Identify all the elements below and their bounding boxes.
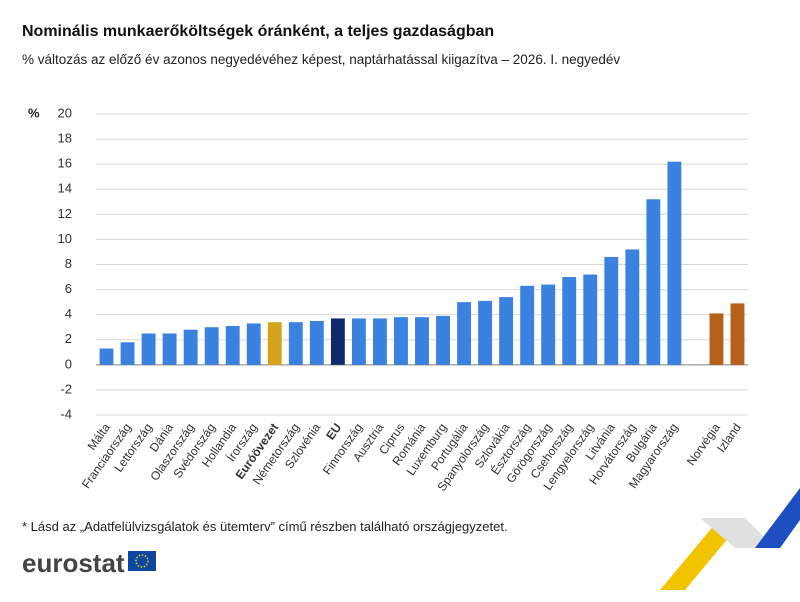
y-tick-label: 6	[65, 281, 72, 296]
bar	[562, 277, 577, 365]
y-tick-label: 0	[65, 356, 72, 371]
bar	[288, 322, 303, 365]
bar	[667, 161, 682, 365]
decoration	[660, 488, 800, 590]
y-axis-label: %	[28, 105, 40, 120]
y-tick-label: 20	[58, 105, 72, 120]
logo-text: eurostat	[22, 548, 125, 578]
bar	[246, 323, 261, 365]
bar	[415, 317, 429, 365]
bar	[646, 199, 661, 365]
y-tick-label: -2	[60, 381, 72, 396]
chart-subtitle: % változás az előző év azonos negyedévéh…	[22, 52, 620, 67]
bar	[457, 302, 472, 365]
bar	[204, 327, 219, 365]
bar	[183, 329, 198, 365]
y-tick-label: 14	[58, 181, 72, 196]
bar	[99, 348, 114, 365]
bar	[330, 318, 345, 365]
bar	[541, 284, 556, 365]
bar	[267, 322, 282, 365]
bar	[436, 315, 450, 365]
bar	[162, 333, 177, 365]
chart-title: Nominális munkaerőköltségek óránként, a …	[22, 23, 494, 40]
bar	[372, 318, 387, 365]
bar	[394, 317, 408, 365]
y-tick-label: 2	[65, 331, 72, 346]
footnote: * Lásd az „Adatfelülvizsgálatok és ütemt…	[22, 519, 508, 534]
y-tick-label: 8	[65, 256, 72, 271]
bar	[709, 313, 724, 365]
bar	[604, 256, 619, 365]
bar	[499, 297, 514, 365]
bar	[309, 320, 324, 365]
bar	[730, 303, 745, 365]
y-tick-label: 18	[58, 131, 72, 146]
bar	[478, 300, 493, 365]
bar	[225, 325, 240, 365]
bar	[583, 274, 598, 365]
bar	[141, 333, 156, 365]
bar	[520, 285, 535, 365]
bar	[625, 249, 640, 365]
y-tick-label: 4	[65, 306, 72, 321]
bar	[351, 318, 366, 365]
eu-flag	[128, 551, 156, 571]
y-tick-label: -4	[60, 406, 72, 421]
y-tick-label: 10	[58, 231, 72, 246]
bar	[120, 342, 135, 365]
y-tick-label: 12	[58, 206, 72, 221]
y-tick-label: 16	[58, 156, 72, 171]
